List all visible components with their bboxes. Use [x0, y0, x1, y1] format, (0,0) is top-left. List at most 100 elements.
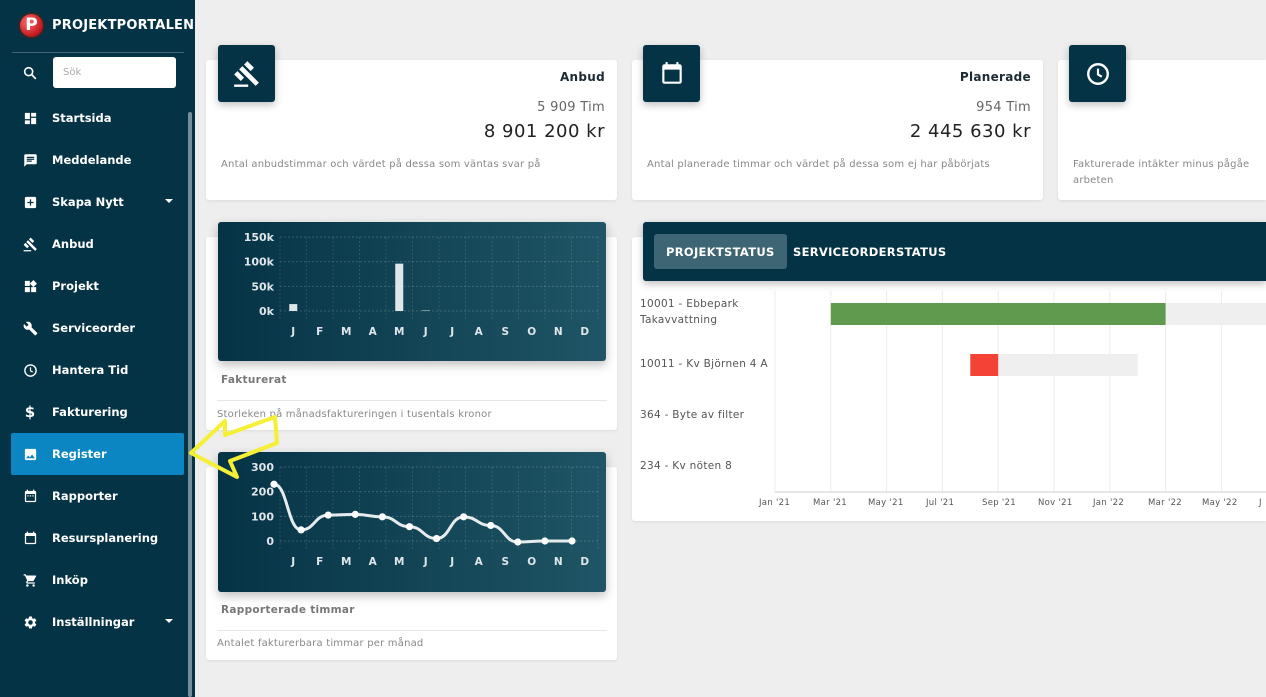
stat-card-planerade: Planerade 954 Tim 2 445 630 kr Antal pla… [632, 60, 1043, 200]
search-icon[interactable] [22, 65, 38, 81]
caret-down-icon [165, 619, 173, 623]
x-tick-label: S [501, 326, 509, 338]
wrench-icon [22, 320, 38, 336]
x-tick-label: J [449, 556, 454, 568]
image-icon [22, 446, 38, 462]
calendar-icon [643, 45, 700, 102]
stat-description: Fakturerade intäkter minus pågåe arbeten [1073, 159, 1250, 186]
sidebar-item-label: Register [52, 447, 107, 461]
sidebar-item-projekt[interactable]: Projekt [0, 265, 195, 307]
data-point [378, 513, 386, 521]
gantt-tick-label: Jul '21 [926, 498, 955, 508]
rapporterade-chart: 0 100 200 300 J F M A M J J A S O N D [218, 452, 606, 592]
sidebar-item-rapporter[interactable]: Rapporter [0, 475, 195, 517]
gantt-tick-label: Jan '22 [1093, 498, 1125, 508]
sidebar-item-label: Rapporter [52, 489, 118, 503]
gantt-row-label: 364 - Byte av filter [640, 409, 745, 421]
data-point [541, 537, 549, 545]
tab-serviceorderstatus[interactable]: SERVICEORDERSTATUS [793, 244, 947, 259]
y-tick-label: 100 [251, 510, 274, 523]
sidebar-item-resursplanering[interactable]: Resursplanering [0, 517, 195, 559]
chart-description: Storleken på månadsfaktureringen i tusen… [217, 409, 492, 420]
y-tick-label: 50k [251, 280, 274, 293]
sidebar-item-inkop[interactable]: Inköp [0, 559, 195, 601]
sidebar-item-label: Inställningar [52, 615, 135, 629]
bar [395, 263, 404, 311]
x-tick-label: M [341, 556, 351, 568]
y-tick-label: 300 [251, 461, 274, 474]
stat-title: Anbud [559, 70, 605, 84]
x-tick-label: F [316, 556, 323, 568]
x-tick-label: J [449, 326, 454, 338]
data-point [324, 511, 332, 519]
x-tick-label: M [341, 326, 351, 338]
divider [217, 630, 607, 631]
stat-amount: 8 901 200 kr [483, 121, 605, 142]
clock-icon [22, 362, 38, 378]
x-tick-label: D [580, 326, 589, 338]
y-tick-label: 200 [251, 486, 274, 499]
sidebar-item-skapa-nytt[interactable]: Skapa Nytt [0, 181, 195, 223]
x-tick-label: A [369, 556, 378, 568]
tab-projektstatus[interactable]: PROJEKTSTATUS [654, 234, 787, 269]
sidebar-scrollbar[interactable] [188, 112, 192, 697]
dollar-icon: $ [24, 403, 36, 421]
sidebar-item-label: Startsida [52, 111, 112, 125]
add-box-icon [22, 194, 38, 210]
x-tick-label: A [475, 556, 484, 568]
search-row [0, 57, 195, 89]
gantt-tick-label: Nov '21 [1038, 498, 1073, 508]
data-point [351, 510, 359, 518]
calendar-view-icon [22, 488, 38, 504]
gantt-tick-label: J [1259, 498, 1262, 508]
data-point [568, 537, 576, 545]
data-point [514, 538, 522, 546]
stat-hours: 5 909 Tim [537, 100, 605, 115]
bar [289, 304, 298, 311]
x-tick-label: M [394, 556, 404, 568]
y-tick-label: 150k [244, 231, 275, 244]
calendar-icon [22, 530, 38, 546]
gantt-bar-progress [830, 303, 1166, 325]
fakturerat-chart: 0k 50k 100k 150k J F M A M J J A S O N D [218, 222, 606, 361]
gantt-tick-label: May '21 [868, 498, 904, 508]
search-input[interactable] [53, 57, 176, 88]
gantt-tick-label: Mar '21 [813, 498, 847, 508]
sidebar-item-hantera-tid[interactable]: Hantera Tid [0, 349, 195, 391]
sidebar-item-label: Skapa Nytt [52, 195, 124, 209]
data-point [432, 534, 441, 543]
sidebar: P PROJEKTPORTALEN Startsida Meddelande S… [0, 0, 195, 697]
line-chart: 0 100 200 300 J F M A M J J A S O N D [251, 461, 599, 568]
project-status-card [632, 237, 1266, 521]
x-tick-label: D [580, 556, 589, 568]
sidebar-item-label: Serviceorder [52, 321, 136, 335]
sidebar-item-installningar[interactable]: Inställningar [0, 601, 195, 643]
sidebar-item-register[interactable]: Register [11, 433, 184, 475]
chart-caption: Fakturerat [221, 374, 287, 386]
x-tick-label: J [423, 556, 428, 568]
x-tick-label: F [316, 326, 323, 338]
sidebar-item-serviceorder[interactable]: Serviceorder [0, 307, 195, 349]
stat-title: Planerade [959, 70, 1031, 84]
gantt-bar-remaining [970, 354, 1138, 376]
sidebar-item-label: Fakturering [52, 405, 128, 419]
x-tick-label: J [423, 326, 428, 338]
sidebar-item-meddelande[interactable]: Meddelande [0, 139, 195, 181]
bar-chart: 0k 50k 100k 150k J F M A M J J A S O N D [244, 231, 599, 338]
y-tick-label: 0 [266, 535, 274, 548]
sidebar-item-label: Resursplanering [52, 531, 159, 545]
data-point [460, 513, 468, 521]
annotation-arrow [189, 415, 279, 479]
chart-caption: Rapporterade timmar [221, 604, 355, 616]
sidebar-item-fakturering[interactable]: $ Fakturering [0, 391, 195, 433]
x-tick-label: A [475, 326, 484, 338]
stat-description: Antal planerade timmar och värdet på des… [647, 159, 990, 170]
sidebar-item-label: Hantera Tid [52, 363, 129, 377]
sidebar-item-startsida[interactable]: Startsida [0, 97, 195, 139]
sidebar-item-anbud[interactable]: Anbud [0, 223, 195, 265]
x-tick-label: S [501, 556, 509, 568]
brand[interactable]: P PROJEKTPORTALEN [18, 10, 194, 40]
y-tick-label: 0k [259, 305, 275, 318]
cart-icon [22, 572, 38, 588]
